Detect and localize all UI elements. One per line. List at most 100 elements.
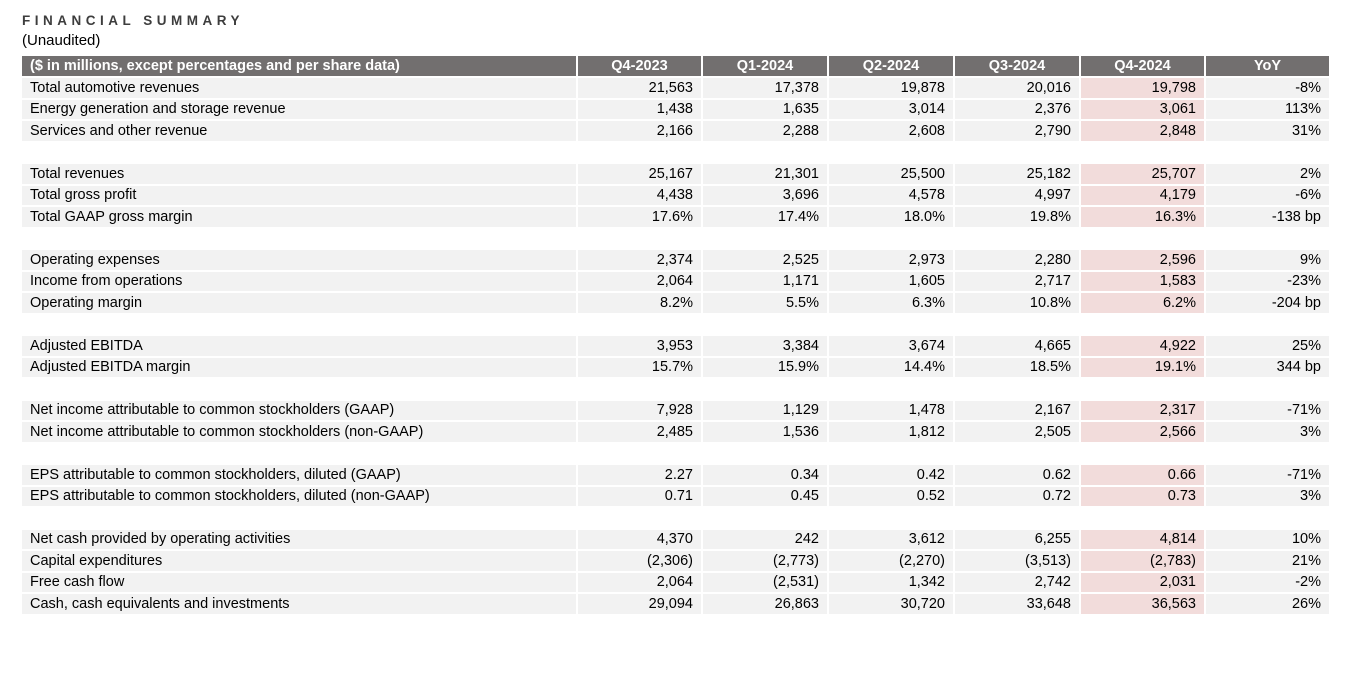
cell-q4-2023: 29,094 (578, 594, 703, 616)
row-label: Total automotive revenues (22, 78, 578, 100)
cell-yoy: 10% (1206, 529, 1331, 551)
spacer-cell (22, 443, 1331, 465)
table-row: Cash, cash equivalents and investments 29… (22, 594, 1331, 616)
row-label: EPS attributable to common stockholders,… (22, 465, 578, 487)
cell-q3-2024: 4,997 (955, 185, 1081, 207)
cell-q4-2023: 15.7% (578, 357, 703, 379)
cell-q1-2024: 17,378 (703, 78, 829, 100)
cell-yoy: -6% (1206, 185, 1331, 207)
cell-q2-2024: 18.0% (829, 207, 955, 229)
cell-q3-2024: 18.5% (955, 357, 1081, 379)
cell-q3-2024: 2,505 (955, 422, 1081, 444)
cell-q2-2024: 19,878 (829, 78, 955, 100)
row-label: Net income attributable to common stockh… (22, 400, 578, 422)
cell-q2-2024: (2,270) (829, 551, 955, 573)
cell-yoy: -2% (1206, 572, 1331, 594)
cell-q3-2024: 25,182 (955, 164, 1081, 186)
spacer-row (22, 443, 1331, 465)
cell-q4-2024: 36,563 (1081, 594, 1206, 616)
cell-yoy: -71% (1206, 400, 1331, 422)
row-label: Income from operations (22, 271, 578, 293)
cell-yoy: 113% (1206, 99, 1331, 121)
spacer-cell (22, 142, 1331, 164)
cell-yoy: -71% (1206, 465, 1331, 487)
cell-yoy: -8% (1206, 78, 1331, 100)
cell-q4-2023: 25,167 (578, 164, 703, 186)
cell-q4-2024: 3,061 (1081, 99, 1206, 121)
cell-q4-2023: 7,928 (578, 400, 703, 422)
cell-q4-2024: 4,922 (1081, 336, 1206, 358)
cell-q4-2023: 1,438 (578, 99, 703, 121)
cell-q1-2024: 1,536 (703, 422, 829, 444)
cell-q4-2024: 1,583 (1081, 271, 1206, 293)
cell-q4-2024: 16.3% (1081, 207, 1206, 229)
table-row: EPS attributable to common stockholders,… (22, 465, 1331, 487)
cell-q2-2024: 30,720 (829, 594, 955, 616)
cell-q4-2024: 4,814 (1081, 529, 1206, 551)
cell-yoy: 21% (1206, 551, 1331, 573)
cell-q1-2024: 1,635 (703, 99, 829, 121)
spacer-cell (22, 379, 1331, 401)
cell-q4-2024: 2,317 (1081, 400, 1206, 422)
cell-q3-2024: 0.72 (955, 486, 1081, 508)
cell-q3-2024: 2,717 (955, 271, 1081, 293)
column-header-q2-2024: Q2-2024 (829, 56, 955, 78)
cell-q2-2024: 0.42 (829, 465, 955, 487)
row-label: Operating expenses (22, 250, 578, 272)
cell-yoy: -23% (1206, 271, 1331, 293)
spacer-row (22, 379, 1331, 401)
cell-q1-2024: 15.9% (703, 357, 829, 379)
cell-q2-2024: 4,578 (829, 185, 955, 207)
cell-q2-2024: 6.3% (829, 293, 955, 315)
cell-q1-2024: 21,301 (703, 164, 829, 186)
cell-q3-2024: 10.8% (955, 293, 1081, 315)
spacer-row (22, 142, 1331, 164)
cell-yoy: 3% (1206, 486, 1331, 508)
cell-q3-2024: 2,742 (955, 572, 1081, 594)
row-label: Capital expenditures (22, 551, 578, 573)
cell-q3-2024: 20,016 (955, 78, 1081, 100)
table-row: Capital expenditures (2,306) (2,773) (2,270… (22, 551, 1331, 573)
cell-q3-2024: 19.8% (955, 207, 1081, 229)
column-header-q3-2024: Q3-2024 (955, 56, 1081, 78)
table-row: Total GAAP gross margin 17.6% 17.4% 18.0% 19… (22, 207, 1331, 229)
row-label: Operating margin (22, 293, 578, 315)
cell-q4-2024: 2,566 (1081, 422, 1206, 444)
cell-q3-2024: (3,513) (955, 551, 1081, 573)
cell-q1-2024: 0.45 (703, 486, 829, 508)
column-header-q4-2024: Q4-2024 (1081, 56, 1206, 78)
table-row: Adjusted EBITDA margin 15.7% 15.9% 14.4% 18.… (22, 357, 1331, 379)
cell-q4-2023: 0.71 (578, 486, 703, 508)
cell-q4-2023: 2,374 (578, 250, 703, 272)
cell-q1-2024: 5.5% (703, 293, 829, 315)
table-row: Operating margin 8.2% 5.5% 6.3% 10.8% 6.2% -20… (22, 293, 1331, 315)
table-row: Income from operations 2,064 1,171 1,605 2,7… (22, 271, 1331, 293)
cell-q3-2024: 0.62 (955, 465, 1081, 487)
cell-q3-2024: 2,376 (955, 99, 1081, 121)
cell-yoy: -204 bp (1206, 293, 1331, 315)
cell-q2-2024: 1,342 (829, 572, 955, 594)
row-label: Adjusted EBITDA (22, 336, 578, 358)
column-header-q4-2023: Q4-2023 (578, 56, 703, 78)
cell-q4-2023: 2,485 (578, 422, 703, 444)
cell-q1-2024: (2,531) (703, 572, 829, 594)
cell-q1-2024: 2,288 (703, 121, 829, 143)
cell-q1-2024: 3,696 (703, 185, 829, 207)
cell-q1-2024: 1,171 (703, 271, 829, 293)
cell-q2-2024: 2,973 (829, 250, 955, 272)
page: FINANCIAL SUMMARY (Unaudited) ($ in mill… (22, 13, 1331, 616)
table-row: Services and other revenue 2,166 2,288 2,60… (22, 121, 1331, 143)
row-label: Total gross profit (22, 185, 578, 207)
row-label: Energy generation and storage revenue (22, 99, 578, 121)
row-label: Net income attributable to common stockh… (22, 422, 578, 444)
page-subtitle: (Unaudited) (22, 32, 101, 49)
cell-yoy: 2% (1206, 164, 1331, 186)
cell-q4-2024: 0.73 (1081, 486, 1206, 508)
column-header-yoy: YoY (1206, 56, 1331, 78)
cell-q4-2023: 8.2% (578, 293, 703, 315)
cell-yoy: -138 bp (1206, 207, 1331, 229)
financial-summary-table: ($ in millions, except percentages and p… (22, 56, 1331, 616)
cell-q2-2024: 3,612 (829, 529, 955, 551)
cell-q2-2024: 0.52 (829, 486, 955, 508)
table-row: Net income attributable to common stockh… (22, 422, 1331, 444)
